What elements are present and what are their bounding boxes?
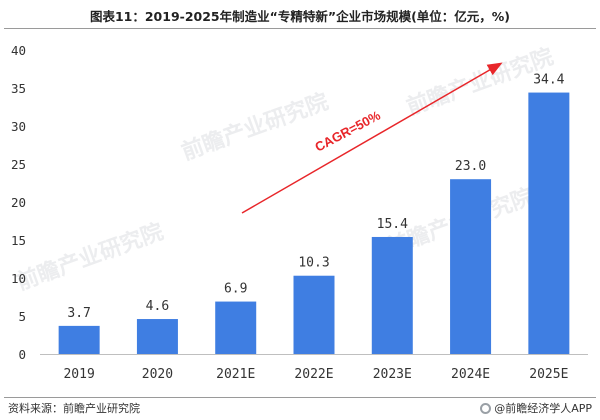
bar xyxy=(450,179,492,354)
value-label: 10.3 xyxy=(298,256,329,271)
y-tick-label: 35 xyxy=(11,81,26,96)
title-divider xyxy=(4,28,596,29)
source-note: 资料来源：前瞻产业研究院 xyxy=(8,402,140,415)
value-labels: 3.7 4.6 6.9 10.3 15.4 23.0 34.4 xyxy=(67,73,564,321)
x-tick-label: 2019 xyxy=(63,367,94,382)
y-tick-label: 5 xyxy=(18,309,26,324)
bar xyxy=(136,319,178,354)
brand-logo-icon xyxy=(480,402,492,414)
value-label: 34.4 xyxy=(533,73,564,88)
y-tick-label: 10 xyxy=(11,271,26,286)
bar xyxy=(293,275,335,354)
value-label: 23.0 xyxy=(455,159,486,174)
value-label: 15.4 xyxy=(377,217,408,232)
x-tick-label: 2024E xyxy=(451,367,490,382)
value-label: 4.6 xyxy=(146,299,169,314)
footer-divider xyxy=(4,397,596,398)
y-tick-label: 40 xyxy=(11,43,26,58)
bars xyxy=(58,92,570,354)
cagr-arrow xyxy=(241,62,503,214)
y-axis: 0 5 10 15 20 25 30 35 40 xyxy=(11,43,26,362)
x-axis: 2019 2020 2021E 2022E 2023E 2024E 2025E xyxy=(40,354,588,382)
x-tick-label: 2023E xyxy=(373,367,412,382)
y-tick-label: 15 xyxy=(11,233,26,248)
bar xyxy=(371,236,413,354)
x-tick-label: 2022E xyxy=(294,367,333,382)
watermark-text: 前瞻产业研究院 xyxy=(13,219,167,296)
y-tick-label: 30 xyxy=(11,119,26,134)
value-label: 3.7 xyxy=(67,306,90,321)
brand-label: @前瞻经济学人APP xyxy=(494,402,592,415)
chart-title: 图表11：2019-2025年制造业“专精特新”企业市场规模(单位：亿元，%) xyxy=(89,9,511,24)
x-tick-label: 2021E xyxy=(216,367,255,382)
bar xyxy=(215,301,257,354)
bar-chart: 前瞻产业研究院 前瞻产业研究院 前瞻产业研究院 前瞻产业研究院 05101520… xyxy=(11,43,588,382)
brand-credit: @前瞻经济学人APP xyxy=(480,400,592,416)
bar xyxy=(528,92,570,354)
x-tick-label: 2025E xyxy=(529,367,568,382)
x-tick-label: 2020 xyxy=(142,367,173,382)
watermark-text: 前瞻产业研究院 xyxy=(178,89,332,166)
y-tick-label: 20 xyxy=(11,195,26,210)
bar xyxy=(58,325,100,354)
value-label: 6.9 xyxy=(224,282,247,297)
y-tick-label: 25 xyxy=(11,157,26,172)
y-tick-label: 0 xyxy=(18,347,26,362)
